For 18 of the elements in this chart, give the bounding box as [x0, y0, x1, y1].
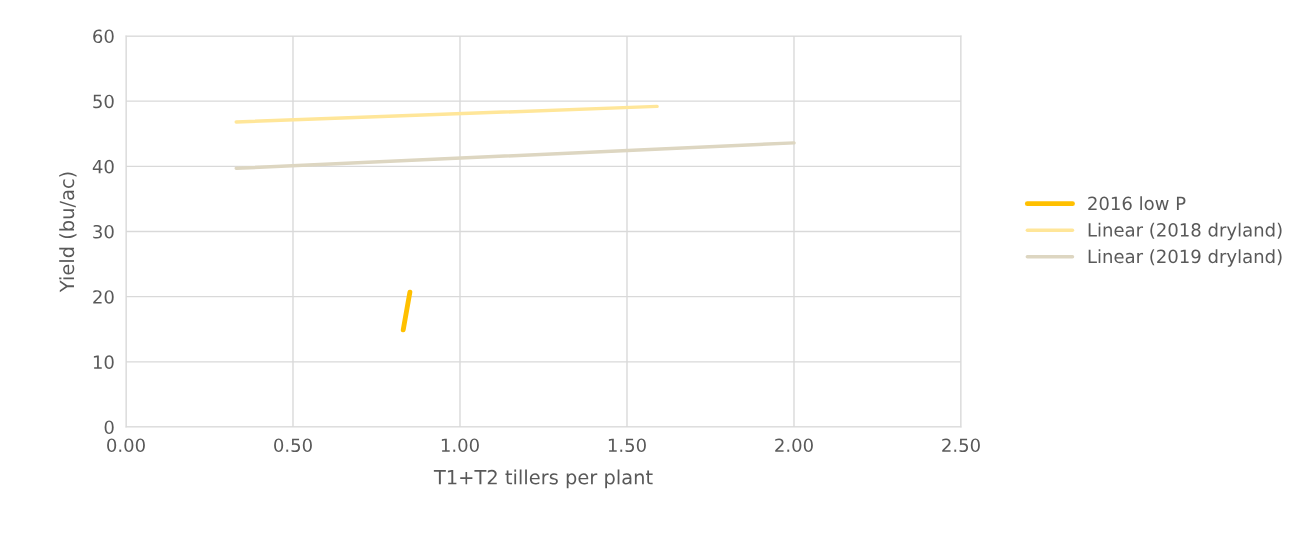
x-tick-label: 2.00 [775, 438, 813, 453]
y-tick-label: 40 [92, 159, 114, 174]
x-tick-label: 0.00 [107, 438, 145, 453]
y-tick-label: 30 [93, 224, 114, 239]
x-axis-title: T1+T2 tillers per plant [433, 469, 653, 489]
y-tick-label: 60 [93, 29, 114, 44]
legend-label: 2016 low P [1088, 196, 1186, 211]
y-tick-label: 0 [104, 420, 114, 435]
y-tick-label: 10 [93, 355, 114, 369]
y-tick-label: 20 [93, 290, 114, 304]
legend-label: Linear (2018 dryland) [1088, 222, 1282, 241]
x-tick-label: 1.50 [608, 438, 646, 453]
x-tick-label: 2.50 [942, 438, 980, 453]
y-axis-title: Yield (bu/ac) [59, 172, 77, 293]
x-tick-label: 0.50 [274, 438, 312, 453]
x-tick-label: 1.00 [441, 438, 479, 453]
legend-label: Linear (2019 dryland) [1088, 249, 1282, 267]
y-tick-label: 50 [93, 94, 114, 109]
